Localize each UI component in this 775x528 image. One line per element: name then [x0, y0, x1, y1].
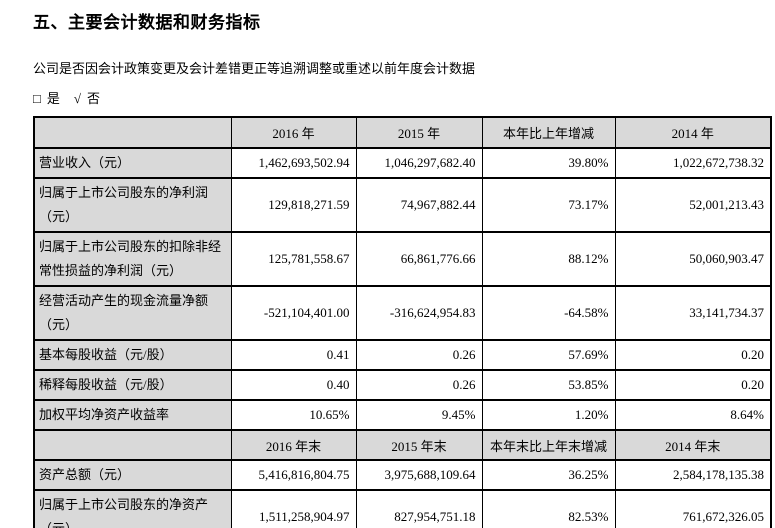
cell-value: 66,861,776.66	[355, 231, 483, 287]
option-no-label: 否	[87, 91, 101, 106]
checkmark-icon: √	[73, 91, 82, 106]
row-label: 加权平均净资产收益率	[33, 399, 232, 431]
cell-value: 1.20%	[481, 399, 616, 431]
financial-indicators-table: 2016 年 2015 年 本年比上年增减 2014 年 营业收入（元） 1,4…	[33, 116, 772, 528]
cell-value: 0.20	[614, 369, 772, 401]
row-label: 归属于上市公司股东的净资产（元）	[33, 489, 232, 528]
option-yes-label: 是	[46, 91, 60, 106]
cell-value: 53.85%	[481, 369, 616, 401]
table-row-operating-cash-flow: 经营活动产生的现金流量净额（元） -521,104,401.00 -316,62…	[33, 285, 772, 341]
column-header-2016: 2016 年	[230, 116, 357, 149]
row-label: 稀释每股收益（元/股）	[33, 369, 232, 401]
cell-value: 0.40	[230, 369, 357, 401]
column-header-2015: 2015 年	[355, 116, 483, 149]
column-header-yoy-change: 本年比上年增减	[481, 116, 616, 149]
table-row-net-profit: 归属于上市公司股东的净利润（元） 129,818,271.59 74,967,8…	[33, 177, 772, 233]
yes-no-options: □ 是 √ 否	[33, 88, 775, 107]
table-row-weighted-avg-roe: 加权平均净资产收益率 10.65% 9.45% 1.20% 8.64%	[33, 399, 772, 431]
column-header-2016-eop: 2016 年末	[230, 429, 357, 461]
cell-value: 36.25%	[481, 459, 616, 491]
table-row-total-assets: 资产总额（元） 5,416,816,804.75 3,975,688,109.6…	[33, 459, 772, 491]
cell-value: 33,141,734.37	[614, 285, 772, 341]
cell-value: 57.69%	[481, 339, 616, 371]
cell-value: 0.20	[614, 339, 772, 371]
cell-value: -521,104,401.00	[230, 285, 357, 341]
restatement-question: 公司是否因会计政策变更及会计差错更正等追溯调整或重述以前年度会计数据	[33, 61, 476, 76]
row-label: 经营活动产生的现金流量净额（元）	[33, 285, 232, 341]
cell-value: 827,954,751.18	[355, 489, 483, 528]
column-header-2014: 2014 年	[614, 116, 772, 149]
row-label: 归属于上市公司股东的净利润（元）	[33, 177, 232, 233]
table-row-revenue: 营业收入（元） 1,462,693,502.94 1,046,297,682.4…	[33, 147, 772, 179]
column-header-2015-eop: 2015 年末	[355, 429, 483, 461]
table-row-diluted-eps: 稀释每股收益（元/股） 0.40 0.26 53.85% 0.20	[33, 369, 772, 401]
table-row-net-profit-excl-nonrecurring: 归属于上市公司股东的扣除非经常性损益的净利润（元） 125,781,558.67…	[33, 231, 772, 287]
cell-value: 1,462,693,502.94	[230, 147, 357, 179]
cell-value: 2,584,178,135.38	[614, 459, 772, 491]
cell-value: -64.58%	[481, 285, 616, 341]
table-header-row-eop: 2016 年末 2015 年末 本年末比上年末增减 2014 年末	[33, 429, 772, 461]
table-row-basic-eps: 基本每股收益（元/股） 0.41 0.26 57.69% 0.20	[33, 339, 772, 371]
table-header-row-period: 2016 年 2015 年 本年比上年增减 2014 年	[33, 116, 772, 149]
column-header-eop-change: 本年末比上年末增减	[481, 429, 616, 461]
cell-value: 39.80%	[481, 147, 616, 179]
cell-value: 88.12%	[481, 231, 616, 287]
table-row-net-assets: 归属于上市公司股东的净资产（元） 1,511,258,904.97 827,95…	[33, 489, 772, 528]
cell-value: 9.45%	[355, 399, 483, 431]
cell-value: 82.53%	[481, 489, 616, 528]
header-empty-cell	[33, 429, 232, 461]
row-label: 归属于上市公司股东的扣除非经常性损益的净利润（元）	[33, 231, 232, 287]
checkbox-unchecked-icon: □	[33, 91, 41, 106]
row-label: 资产总额（元）	[33, 459, 232, 491]
cell-value: 1,046,297,682.40	[355, 147, 483, 179]
section-title: 五、主要会计数据和财务指标	[33, 13, 261, 32]
cell-value: 3,975,688,109.64	[355, 459, 483, 491]
cell-value: 52,001,213.43	[614, 177, 772, 233]
cell-value: 10.65%	[230, 399, 357, 431]
cell-value: 0.26	[355, 369, 483, 401]
header-empty-cell	[33, 116, 232, 149]
cell-value: 50,060,903.47	[614, 231, 772, 287]
cell-value: 1,511,258,904.97	[230, 489, 357, 528]
cell-value: 74,967,882.44	[355, 177, 483, 233]
cell-value: 0.26	[355, 339, 483, 371]
cell-value: 129,818,271.59	[230, 177, 357, 233]
cell-value: 8.64%	[614, 399, 772, 431]
cell-value: 73.17%	[481, 177, 616, 233]
cell-value: 761,672,326.05	[614, 489, 772, 528]
cell-value: 125,781,558.67	[230, 231, 357, 287]
row-label: 营业收入（元）	[33, 147, 232, 179]
cell-value: 0.41	[230, 339, 357, 371]
row-label: 基本每股收益（元/股）	[33, 339, 232, 371]
column-header-2014-eop: 2014 年末	[614, 429, 772, 461]
cell-value: 5,416,816,804.75	[230, 459, 357, 491]
cell-value: 1,022,672,738.32	[614, 147, 772, 179]
cell-value: -316,624,954.83	[355, 285, 483, 341]
